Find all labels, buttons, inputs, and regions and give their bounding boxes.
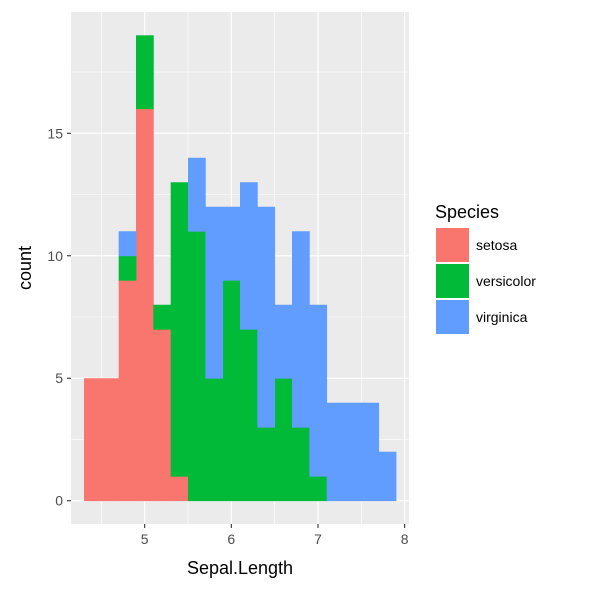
bar-setosa <box>170 476 189 502</box>
bar-setosa <box>136 108 154 502</box>
x-tick-label: 7 <box>314 531 322 547</box>
bar-setosa <box>101 378 120 502</box>
bar-virginica <box>361 402 380 502</box>
y-axis: 0 5 10 15 <box>47 125 71 509</box>
bar-versicolor <box>222 280 241 502</box>
bar-versicolor <box>205 378 224 502</box>
bar-virginica <box>344 402 362 502</box>
x-axis: 5 6 7 8 <box>141 524 409 547</box>
bar-virginica <box>257 206 276 428</box>
x-tick-label: 8 <box>401 531 409 547</box>
bar-virginica <box>292 231 310 428</box>
bar-virginica <box>118 231 137 257</box>
x-axis-title: Sepal.Length <box>187 558 293 578</box>
bar-versicolor <box>153 304 172 330</box>
bar-virginica <box>188 157 206 232</box>
x-tick-label: 5 <box>141 531 149 547</box>
y-tick-label: 10 <box>47 248 63 264</box>
bar-setosa <box>118 280 137 502</box>
bar-versicolor <box>170 182 189 477</box>
legend-label-virginica: virginica <box>476 309 528 325</box>
bar-versicolor <box>309 476 328 502</box>
y-tick-label: 0 <box>55 493 63 509</box>
y-tick-label: 5 <box>55 370 63 386</box>
bar-versicolor <box>118 255 137 281</box>
bar-virginica <box>240 182 258 330</box>
bar-virginica <box>205 206 224 379</box>
legend-key-virginica <box>436 300 469 334</box>
legend-label-versicolor: versicolor <box>476 273 536 289</box>
bar-virginica <box>222 206 241 281</box>
bar-versicolor <box>240 329 258 502</box>
bar-versicolor <box>274 378 293 502</box>
legend: Species setosa versicolor virginica <box>435 202 536 334</box>
bar-setosa <box>153 329 172 502</box>
bar-versicolor <box>188 231 206 502</box>
x-tick-label: 6 <box>227 531 235 547</box>
legend-key-setosa <box>436 228 469 262</box>
y-axis-title: count <box>15 246 35 290</box>
legend-title: Species <box>435 202 499 222</box>
bar-virginica <box>326 402 345 502</box>
bar-virginica <box>378 451 397 502</box>
legend-key-versicolor <box>436 264 469 298</box>
y-tick-label: 15 <box>47 125 63 141</box>
bar-versicolor <box>257 427 276 502</box>
bar-virginica <box>309 304 328 477</box>
bar-virginica <box>274 304 293 379</box>
bar-versicolor <box>292 427 310 502</box>
legend-label-setosa: setosa <box>476 237 517 253</box>
bar-setosa <box>84 378 102 502</box>
bar-versicolor <box>136 35 154 110</box>
histogram-bars <box>84 35 397 502</box>
